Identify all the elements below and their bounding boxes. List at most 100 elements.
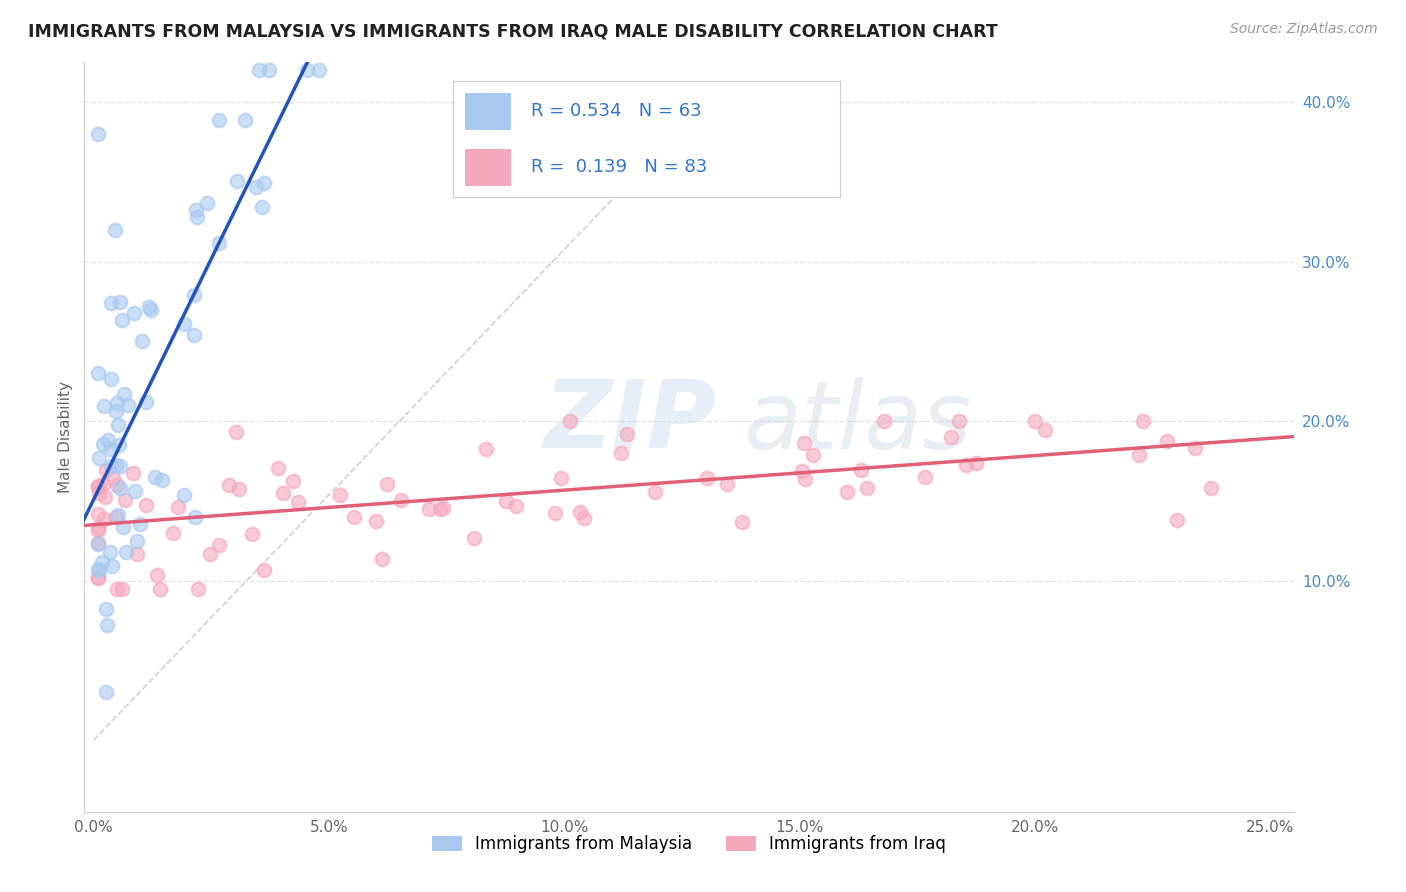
Immigrants from Malaysia [183,328,205,343]
Immigrants from Iraq [544,506,567,520]
Immigrants from Malaysia [114,545,136,559]
Immigrants from Iraq [96,463,118,477]
Immigrants from Iraq [114,493,136,508]
Immigrants from Iraq [495,493,517,508]
Immigrants from Malaysia [173,488,195,502]
Immigrants from Malaysia [129,516,152,531]
Immigrants from Iraq [87,571,110,585]
Immigrants from Malaysia [135,395,157,409]
Immigrants from Iraq [793,436,815,450]
Immigrants from Iraq [218,478,240,492]
Immigrants from Iraq [1132,414,1154,428]
Immigrants from Iraq [939,430,962,444]
Immigrants from Iraq [135,499,157,513]
Immigrants from Malaysia [104,223,127,237]
Immigrants from Malaysia [183,510,205,524]
Immigrants from Malaysia [122,306,145,320]
Immigrants from Iraq [793,472,815,486]
Immigrants from Malaysia [184,202,207,217]
Immigrants from Malaysia [138,300,160,314]
Immigrants from Iraq [122,467,145,481]
Immigrants from Malaysia [91,555,114,569]
Immigrants from Iraq [948,415,970,429]
Immigrants from Iraq [371,552,394,566]
Immigrants from Malaysia [226,174,249,188]
Immigrants from Malaysia [250,200,273,214]
Immigrants from Iraq [873,414,896,428]
Immigrants from Malaysia [93,400,115,414]
Immigrants from Malaysia [259,63,281,78]
Immigrants from Iraq [560,414,582,428]
Immigrants from Iraq [856,481,879,495]
Immigrants from Iraq [87,507,110,521]
Immigrants from Malaysia [94,602,117,616]
Immigrants from Iraq [572,510,595,524]
Immigrants from Iraq [94,491,117,505]
Immigrants from Malaysia [173,317,195,331]
Immigrants from Iraq [198,547,221,561]
Immigrants from Malaysia [245,180,267,194]
Immigrants from Iraq [568,505,591,519]
Immigrants from Malaysia [87,127,110,141]
Immigrants from Malaysia [131,334,153,349]
Immigrants from Iraq [696,471,718,485]
Immigrants from Iraq [1128,448,1150,462]
Immigrants from Malaysia [117,398,139,412]
Immigrants from Iraq [145,567,167,582]
Immigrants from Iraq [389,493,412,508]
Immigrants from Malaysia [105,396,128,410]
Immigrants from Malaysia [105,404,128,418]
Immigrants from Malaysia [297,63,319,78]
Immigrants from Iraq [329,488,352,502]
Immigrants from Iraq [375,477,398,491]
Immigrants from Malaysia [111,313,134,327]
Immigrants from Malaysia [100,296,122,310]
Immigrants from Malaysia [87,563,110,577]
Immigrants from Iraq [91,476,114,491]
Immigrants from Iraq [1166,513,1188,527]
Immigrants from Malaysia [107,508,129,523]
Immigrants from Iraq [125,547,148,561]
Immigrants from Malaysia [253,176,276,190]
Immigrants from Iraq [716,477,738,491]
Immigrants from Iraq [835,485,858,500]
Immigrants from Malaysia [108,437,131,451]
Legend: Immigrants from Malaysia, Immigrants from Iraq: Immigrants from Malaysia, Immigrants fro… [425,829,953,860]
Immigrants from Iraq [616,427,638,442]
Immigrants from Malaysia [108,481,131,495]
Immigrants from Malaysia [100,458,122,473]
Immigrants from Malaysia [87,367,110,381]
Immigrants from Iraq [87,521,110,535]
Immigrants from Iraq [111,582,134,596]
Immigrants from Malaysia [94,685,117,699]
Immigrants from Iraq [792,464,814,478]
Immigrants from Iraq [167,500,190,514]
Immigrants from Iraq [429,502,451,516]
Immigrants from Iraq [463,531,485,545]
Text: atlas: atlas [744,376,972,467]
Text: ZIP: ZIP [544,376,717,468]
Immigrants from Iraq [208,538,231,552]
Immigrants from Iraq [225,425,247,439]
Immigrants from Malaysia [108,294,131,309]
Immigrants from Iraq [87,480,110,494]
Immigrants from Iraq [87,570,110,584]
Immigrants from Malaysia [96,617,118,632]
Immigrants from Iraq [914,469,936,483]
Immigrants from Malaysia [208,112,231,127]
Immigrants from Malaysia [100,442,122,457]
Immigrants from Malaysia [100,372,122,386]
Immigrants from Malaysia [195,195,218,210]
Immigrants from Malaysia [143,470,166,484]
Immigrants from Iraq [105,510,128,524]
Immigrants from Malaysia [87,537,110,551]
Immigrants from Iraq [105,582,128,596]
Immigrants from Iraq [364,515,387,529]
Text: IMMIGRANTS FROM MALAYSIA VS IMMIGRANTS FROM IRAQ MALE DISABILITY CORRELATION CHA: IMMIGRANTS FROM MALAYSIA VS IMMIGRANTS F… [28,22,998,40]
Immigrants from Iraq [87,536,110,550]
Immigrants from Iraq [93,512,115,526]
Immigrants from Iraq [801,449,824,463]
Immigrants from Iraq [474,442,496,456]
Immigrants from Iraq [730,515,752,529]
Immigrants from Iraq [87,486,110,500]
